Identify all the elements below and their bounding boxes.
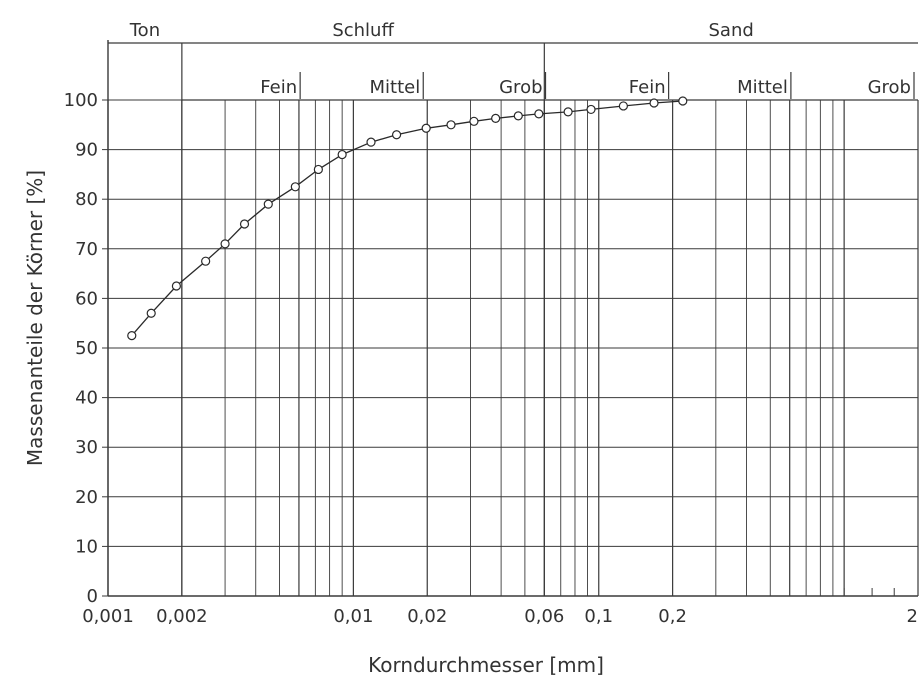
data-point	[513, 111, 523, 121]
y-tick-label: 80	[75, 189, 98, 210]
y-tick-labels: 0 10 20 30 40 50 60 70 80 90 100	[64, 90, 108, 607]
plot-frame	[107, 40, 918, 597]
data-point	[337, 149, 347, 160]
data-point	[618, 101, 628, 111]
band-label-sub: Grob	[499, 77, 542, 98]
band-label-sub: Fein	[629, 77, 666, 98]
data-point	[127, 331, 137, 341]
data-point	[534, 109, 544, 119]
x-tick-label: 0,02	[407, 606, 447, 627]
data-point	[491, 113, 501, 123]
y-tick-label: 20	[75, 487, 98, 508]
x-axis-title: Korndurchmesser [mm]	[368, 653, 604, 677]
y-tick-label: 90	[75, 140, 98, 161]
data-point	[263, 199, 273, 209]
series-line	[131, 100, 683, 337]
y-tick-label: 60	[75, 288, 98, 309]
y-tick-label: 70	[75, 239, 98, 260]
x-tick-label: 0,002	[156, 606, 208, 627]
x-tick-label: 0,06	[524, 606, 564, 627]
y-tick-label: 40	[75, 388, 98, 409]
y-tick-label: 100	[64, 90, 98, 111]
data-point	[391, 130, 402, 140]
band-label-sub: Grob	[868, 77, 911, 98]
data-point	[366, 137, 376, 147]
data-point	[649, 98, 659, 108]
x-tick-label: 0,01	[333, 606, 373, 627]
band-label-main: Ton	[129, 20, 160, 41]
data-point	[586, 104, 596, 115]
data-point	[313, 164, 323, 175]
y-tick-label: 10	[75, 536, 98, 557]
y-tick-label: 0	[87, 586, 98, 607]
x-tick-label: 0,001	[82, 606, 134, 627]
data-point	[421, 123, 431, 133]
data-point	[146, 308, 156, 318]
data-point	[563, 107, 573, 117]
data-point	[678, 96, 688, 106]
band-label-sub: Mittel	[737, 77, 788, 98]
x-tick-labels: 0,001 0,002 0,01 0,02 0,06 0,1 0,2 2	[82, 588, 918, 627]
band-label-sub: Fein	[260, 77, 297, 98]
data-point	[201, 256, 211, 266]
band-label-main: Sand	[709, 20, 754, 41]
data-point	[220, 239, 230, 249]
band-label-sub: Mittel	[370, 77, 421, 98]
data-point	[171, 281, 181, 291]
x-tick-label: 2	[907, 606, 918, 627]
band-label-main: Schluff	[332, 20, 394, 41]
y-tick-label: 30	[75, 437, 98, 458]
data-point	[239, 219, 250, 229]
data-series	[127, 96, 688, 341]
soil-class-bands: Ton Schluff Sand Fein Mittel Grob Fein Mittel Gr…	[129, 20, 915, 596]
data-point	[446, 120, 456, 130]
x-tick-label: 0,2	[658, 606, 687, 627]
data-point	[469, 116, 479, 126]
data-point	[290, 182, 300, 192]
y-axis-title: Massenanteile der Körner [%]	[23, 170, 47, 466]
x-tick-label: 0,1	[584, 606, 613, 627]
horizontal-grid	[108, 99, 918, 597]
y-tick-label: 50	[75, 338, 98, 359]
